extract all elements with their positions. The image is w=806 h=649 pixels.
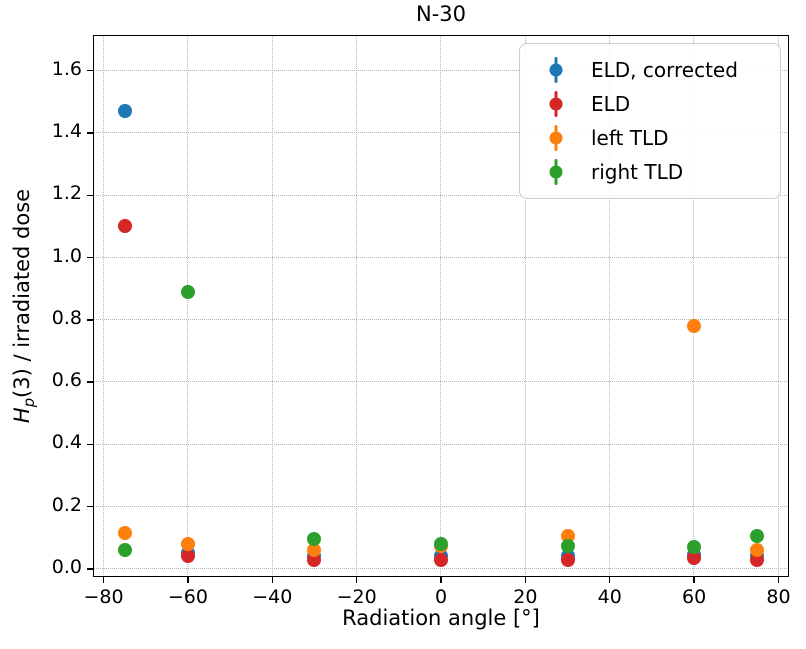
y-tick-label: 0.0 <box>51 555 82 578</box>
point-left-tld-at-60 <box>687 319 702 334</box>
point-right-tld-at-60 <box>687 540 702 555</box>
point-eld-at--60 <box>180 549 195 564</box>
y-axis-label-text: (3) / irradiated dose <box>9 188 34 398</box>
y-tick <box>87 256 93 259</box>
legend-dot-icon <box>549 63 563 77</box>
gridline-vertical <box>271 35 273 577</box>
y-tick <box>87 319 93 321</box>
x-tick <box>777 577 780 583</box>
legend-item-left-tld: left TLD <box>520 121 780 155</box>
x-tick-label: −60 <box>167 586 208 608</box>
legend-marker-icon-eld-corrected <box>546 55 566 85</box>
x-tick-label: 80 <box>766 586 791 608</box>
gridline-vertical <box>102 35 104 577</box>
gridline-horizontal <box>93 194 789 196</box>
point-eld-at-60 <box>687 551 702 565</box>
gridline-horizontal <box>93 319 789 321</box>
x-axis-label: Radiation angle [°] <box>342 606 540 630</box>
y-tick <box>87 443 93 446</box>
point-eld-corrected-at--75 <box>117 104 132 119</box>
x-tick-label: 40 <box>597 586 622 608</box>
gridline-horizontal <box>93 505 789 507</box>
y-tick <box>87 132 93 134</box>
legend-item-eld-corrected: ELD, corrected <box>520 53 780 87</box>
x-tick-label: 20 <box>513 586 538 608</box>
point-right-tld-at--75 <box>117 543 132 558</box>
x-tick <box>102 577 105 583</box>
y-tick-label: 0.6 <box>51 369 82 392</box>
y-tick-label: 1.6 <box>51 57 82 80</box>
x-tick <box>440 577 442 583</box>
legend-dot-icon <box>549 97 563 111</box>
legend-dot-icon <box>549 131 563 145</box>
gridline-vertical <box>777 35 779 577</box>
point-right-tld-at-30 <box>560 538 575 553</box>
legend: ELD, corrected ELD left TLD right TLD <box>519 43 781 199</box>
y-tick-label: 1.0 <box>51 244 82 267</box>
point-left-tld-at--60 <box>180 537 195 551</box>
gridline-horizontal <box>93 132 789 134</box>
x-tick-label: 0 <box>434 586 448 608</box>
y-tick <box>87 194 93 197</box>
x-tick <box>355 577 358 583</box>
point-eld-at-0 <box>434 552 448 567</box>
legend-label-right-tld: right TLD <box>591 160 684 184</box>
x-tick <box>524 577 527 583</box>
gridline-horizontal <box>93 443 789 445</box>
y-axis-label: Hp(3) / irradiated dose <box>10 189 38 423</box>
gridline-horizontal <box>93 256 789 258</box>
point-right-tld-at-75 <box>750 529 765 544</box>
point-right-tld-at-0 <box>434 537 448 551</box>
gridline-vertical <box>355 35 357 577</box>
x-tick <box>271 577 273 583</box>
gridline-vertical <box>524 35 526 577</box>
legend-marker-icon-eld <box>546 89 566 119</box>
gridline-vertical <box>187 35 189 577</box>
legend-item-right-tld: right TLD <box>520 155 780 189</box>
y-axis-label-variable: H <box>9 407 34 424</box>
legend-label-eld: ELD <box>591 92 631 116</box>
y-tick-label: 0.8 <box>51 306 82 329</box>
point-left-tld-at--30 <box>307 543 322 558</box>
y-axis-label-subscript: p <box>21 397 39 408</box>
y-tick <box>87 505 93 508</box>
legend-dot-icon <box>549 165 563 179</box>
x-tick-label: 60 <box>681 586 707 608</box>
legend-marker-icon-left-tld <box>546 123 566 153</box>
gridline-vertical <box>440 35 442 577</box>
y-tick-label: 1.2 <box>51 182 82 205</box>
point-left-tld-at-75 <box>750 543 765 558</box>
x-tick-label: −40 <box>252 586 293 608</box>
point-left-tld-at--75 <box>117 526 132 541</box>
y-tick-label: 0.4 <box>51 431 82 454</box>
point-eld-at-30 <box>560 552 575 567</box>
x-tick <box>693 577 695 583</box>
plot-area: −80 −60 −40 −20 0 20 40 60 80 0.0 0.2 0.4 0.6 0.8 1.0 1… <box>52 35 791 608</box>
legend-label-eld-corrected: ELD, corrected <box>591 58 738 82</box>
legend-label-left-tld: left TLD <box>591 126 669 150</box>
point-right-tld-at--60 <box>180 284 195 299</box>
x-tick-label: −80 <box>83 586 124 608</box>
x-tick <box>609 577 611 583</box>
point-eld-at--75 <box>117 219 132 234</box>
y-tick <box>87 381 93 383</box>
x-tick-label: −20 <box>336 586 377 608</box>
gridline-horizontal <box>93 568 789 570</box>
gridline-vertical <box>609 35 611 577</box>
y-tick-label: 0.2 <box>51 493 82 516</box>
chart-title: N-30 <box>415 2 466 26</box>
y-tick <box>87 70 93 72</box>
legend-marker-icon-right-tld <box>546 157 566 187</box>
legend-item-eld: ELD <box>520 87 780 121</box>
y-tick <box>87 568 93 570</box>
gridline-horizontal <box>93 70 789 72</box>
point-right-tld-at--30 <box>307 532 322 547</box>
x-tick <box>187 577 189 583</box>
gridline-horizontal <box>93 381 789 383</box>
y-tick-label: 1.4 <box>51 120 82 143</box>
gridline-vertical <box>693 35 695 577</box>
